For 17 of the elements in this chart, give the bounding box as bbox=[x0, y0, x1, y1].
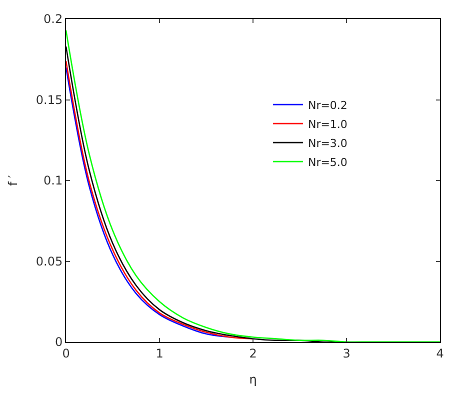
y-tick-label: 0.05 bbox=[36, 254, 63, 268]
legend-label: Nr=5.0 bbox=[308, 156, 348, 169]
legend-label: Nr=1.0 bbox=[308, 118, 348, 131]
x-tick-label: 2 bbox=[249, 346, 257, 360]
x-tick-label: 1 bbox=[156, 346, 164, 360]
legend-label: Nr=3.0 bbox=[308, 136, 348, 150]
y-axis-title: f ′ bbox=[6, 174, 20, 186]
line-series bbox=[66, 60, 254, 340]
x-tick-label: 3 bbox=[342, 346, 350, 360]
x-tick-label: 4 bbox=[436, 346, 444, 360]
y-tick-label: 0.2 bbox=[44, 12, 63, 26]
y-tick-label: 0.15 bbox=[36, 92, 63, 107]
legend-label: Nr=0.2 bbox=[308, 98, 348, 112]
y-tick-label: 0 bbox=[54, 335, 63, 350]
y-tick-label: 0.1 bbox=[44, 174, 63, 188]
x-axis-title: η bbox=[249, 372, 257, 386]
line-series bbox=[66, 66, 230, 338]
